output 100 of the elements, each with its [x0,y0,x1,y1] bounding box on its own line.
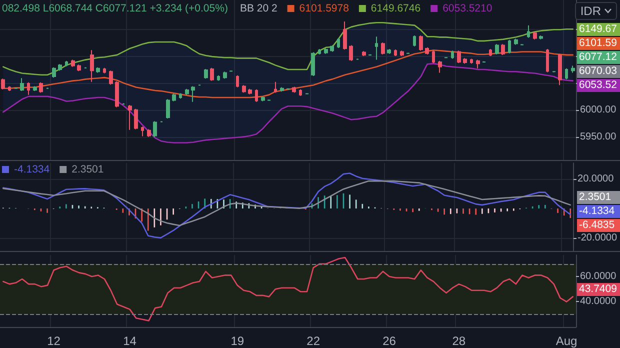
candlestick [546,48,549,73]
line-series [2,49,574,98]
candlestick [20,78,24,92]
candlestick [337,38,340,48]
candlestick [299,88,302,96]
candlestick [311,52,315,76]
candlestick [134,108,138,130]
text: IDR [580,4,601,18]
chart-title: 082.498 L6068.744 C6077.121 +3.234 (+0.05%) [2,2,228,14]
candlestick [261,96,265,102]
candlestick [451,50,454,60]
y-tick-label: 60.0000 [580,270,617,282]
line-series [2,256,574,322]
candlestick [191,86,195,102]
text: -6.4835 [577,219,620,232]
candlestick [90,50,94,82]
candlestick [185,88,189,96]
candlestick [115,80,119,108]
candlestick [438,60,442,74]
candlestick [204,68,208,80]
candlestick [489,48,492,57]
candlestick [141,126,144,137]
text: 6149.67 [577,23,620,36]
candlestick [103,67,106,74]
candlestick [476,59,480,69]
candlestick [381,42,385,55]
candlestick [172,93,176,102]
candlestick [324,48,328,54]
x-tick-label: 14 [123,334,137,348]
candlestick [539,35,543,40]
x-tick-label: 19 [230,334,244,348]
text: 2.3501 [577,191,620,204]
candlestick [58,64,62,72]
candlestick [533,31,537,40]
chart-subtitle: BB 20 2 [240,2,278,14]
candlestick [432,50,435,64]
text: 6077.12 [577,51,620,64]
text: 6101.59 [577,37,620,50]
x-tick-label: Aug [556,334,578,348]
candlestick [571,65,575,74]
candlestick [128,104,132,130]
legend-label: -4.1334 [14,164,50,176]
y-tick-label: 6000.00 [580,104,617,116]
candlestick [39,82,43,94]
text: 43.7409 [577,283,620,296]
candlestick [419,35,423,52]
candlestick [248,88,252,95]
candlestick [375,36,378,60]
x-tick-label: 28 [452,334,466,348]
candlestick [109,70,113,86]
candlestick [565,68,568,80]
candlestick [147,128,151,138]
text: -4.1334 [577,205,620,218]
candlestick [255,88,258,102]
candlestick [274,81,277,94]
candlestick [425,46,429,55]
candlestick [96,66,100,74]
y-tick-label: 5950.00 [580,131,617,142]
candlestick [343,21,347,50]
text: 6070.03 [577,65,620,78]
candlestick [387,48,391,54]
candlestick [8,86,11,92]
candlestick [242,84,246,94]
candlestick [280,86,284,92]
y-tick-label: 40.0000 [580,296,617,308]
candlestick [236,74,239,88]
candlestick [501,44,505,56]
y-tick-label: -20.0000 [578,232,618,244]
candlestick [318,48,321,55]
candlestick [1,78,5,90]
candlestick [400,50,404,57]
line-series [2,172,572,238]
text: 6053.52 [577,79,620,92]
candlestick [33,86,37,92]
candlestick [52,66,56,78]
candlestick [527,24,530,38]
candlestick [362,50,366,57]
legend-label: 2.3501 [72,164,104,176]
candlestick [223,71,227,80]
candlestick [153,120,157,138]
candlestick [394,49,397,57]
legend-label: 6053.5210 [442,2,492,14]
x-tick-label: 22 [306,334,320,348]
candlestick [292,86,296,94]
candlestick [413,35,416,47]
candlestick [463,58,467,64]
legend-label: 6101.5978 [299,2,350,14]
y-tick-label: 20.0000 [578,174,614,185]
x-tick-label: 26 [382,334,396,348]
candlestick [330,44,334,52]
candlestick [77,64,81,72]
candlestick [27,82,30,96]
candlestick [210,67,214,82]
candlestick [65,60,68,67]
candlestick [558,53,562,86]
line-series [2,22,574,76]
candlestick [470,58,473,64]
x-tick-label: 12 [47,334,61,348]
line-series [2,62,574,144]
candlestick [71,59,75,68]
